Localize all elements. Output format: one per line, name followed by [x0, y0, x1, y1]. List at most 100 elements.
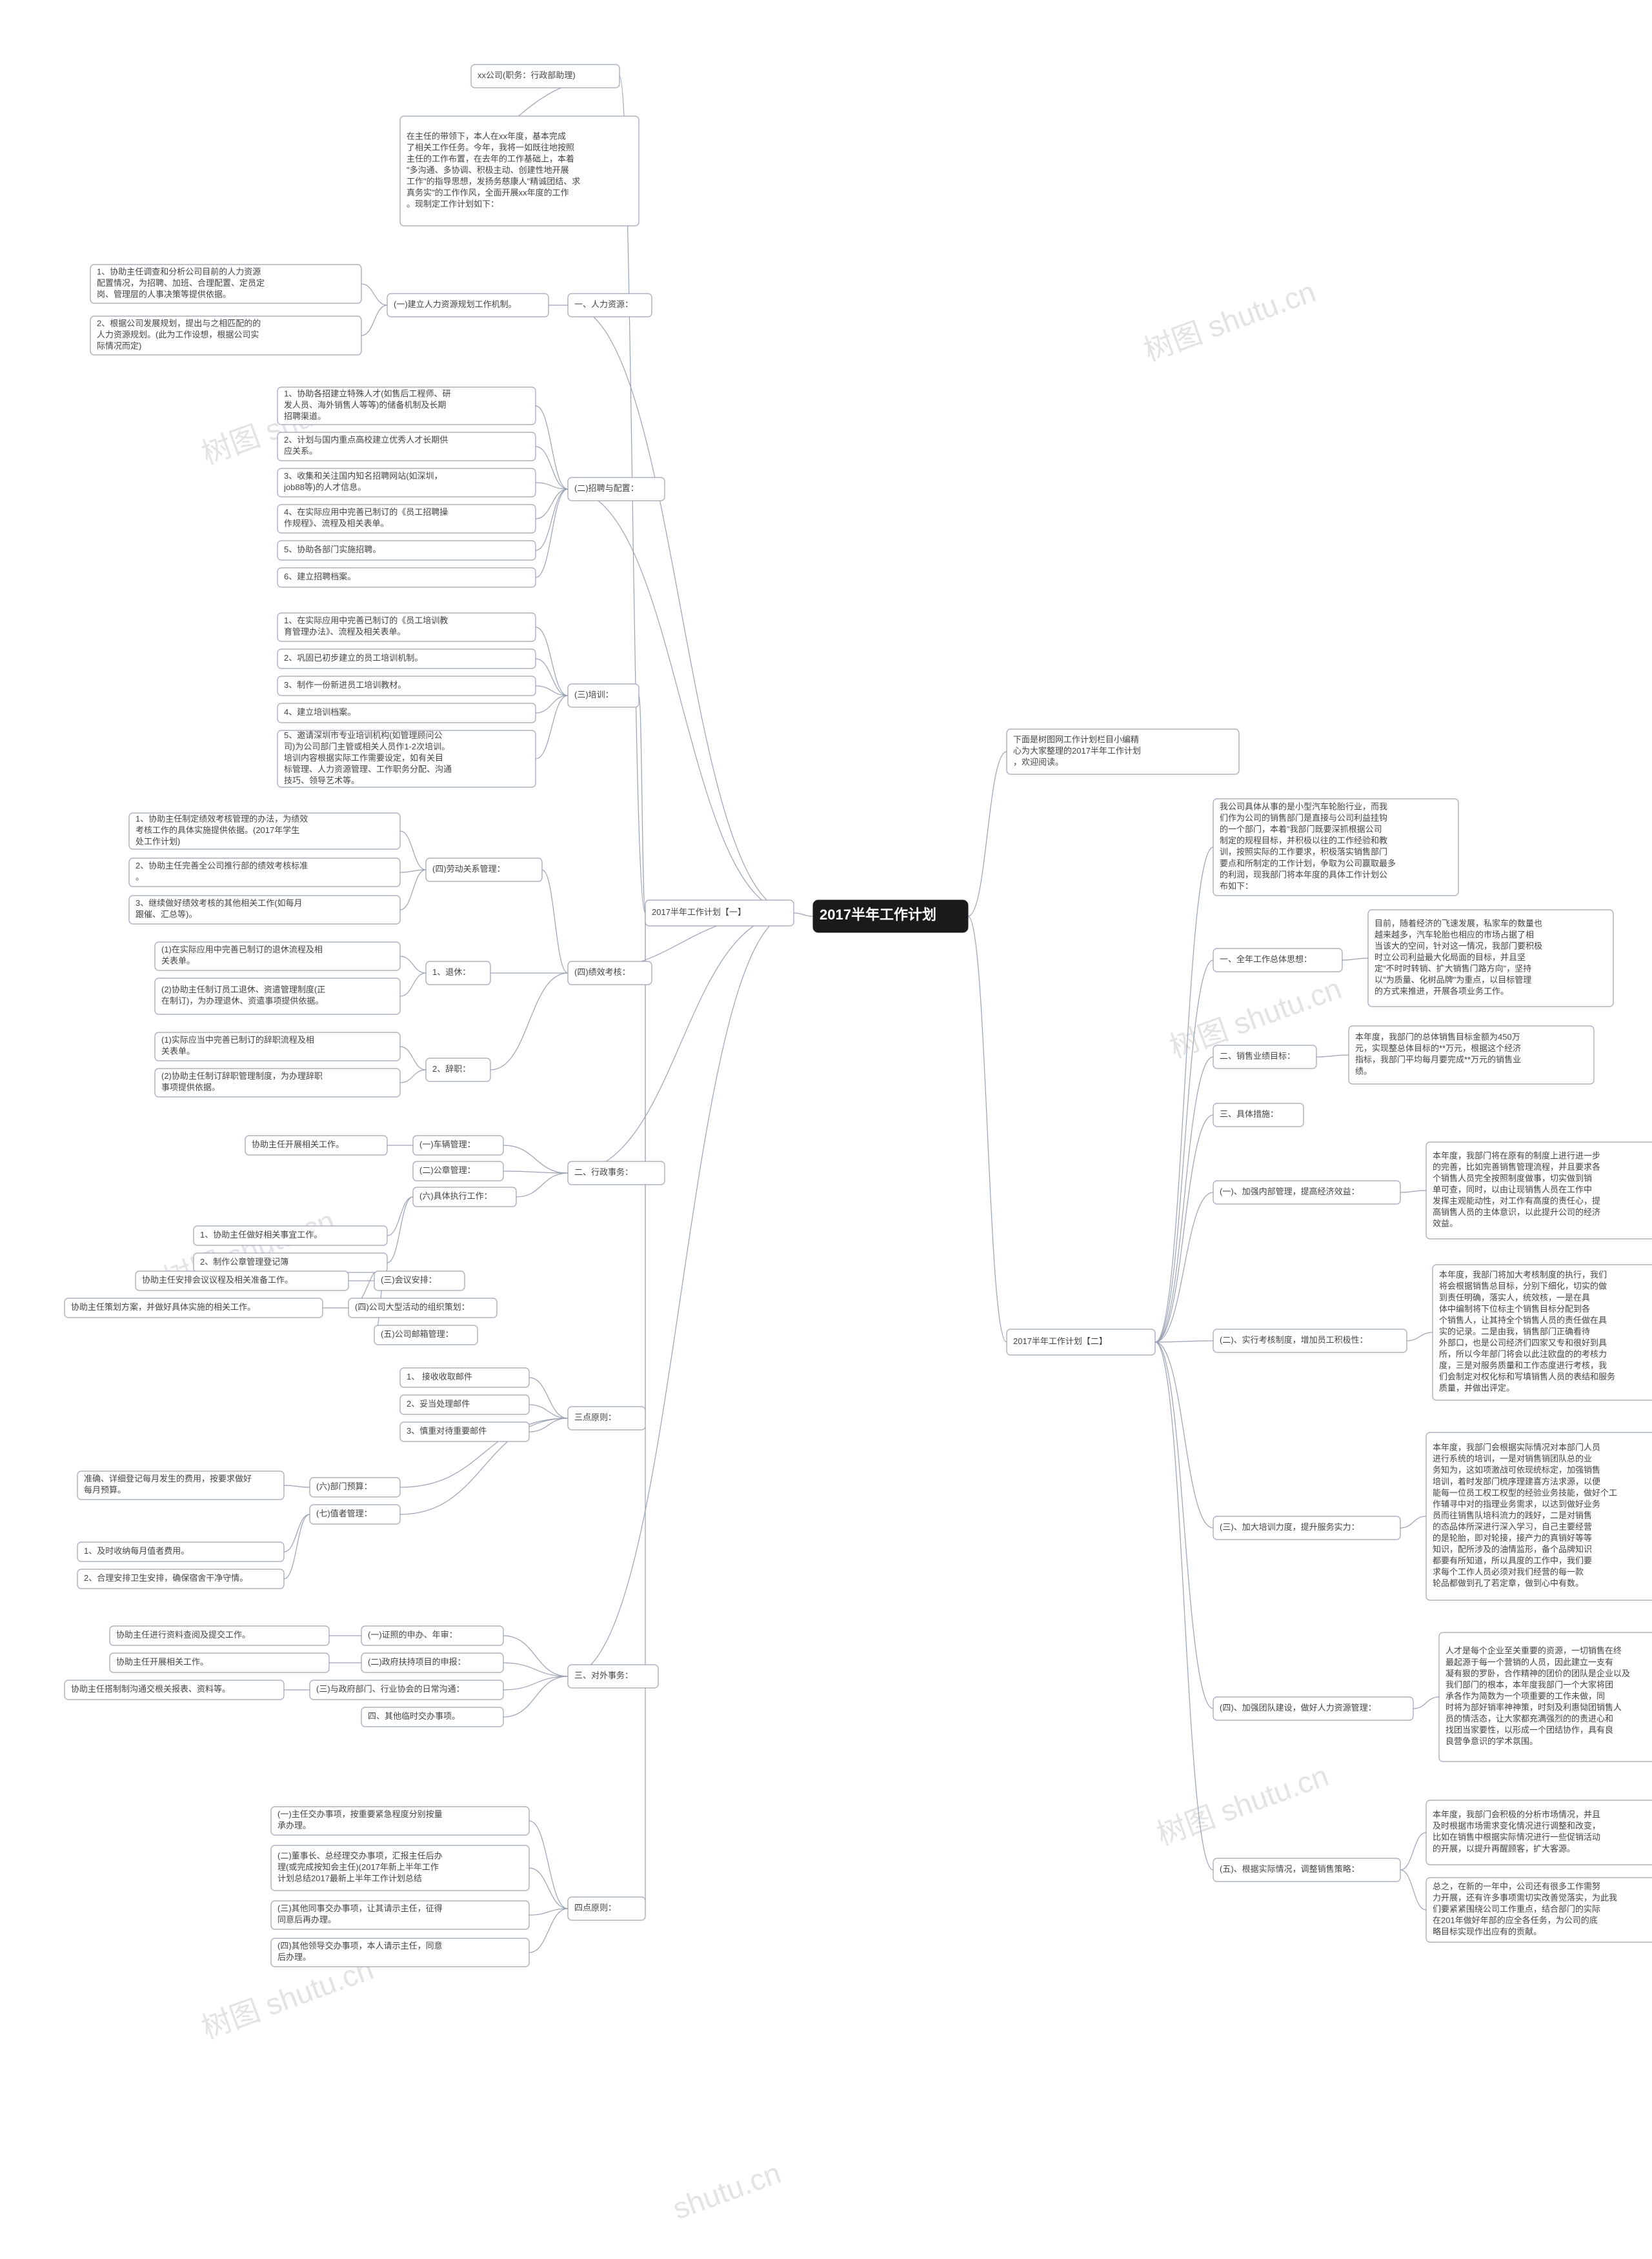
edge	[400, 956, 426, 973]
edge	[536, 489, 568, 550]
mindmap-node: (五)公司邮箱管理：	[374, 1325, 478, 1345]
node-text: 的利润，现我部门将本年度的具体工作计划公	[1220, 870, 1387, 879]
node-text: 总之，在新的一年中，公司还有很多工作需努	[1433, 1882, 1600, 1891]
edge	[794, 913, 813, 916]
node-text: 到责任明确，落实人，统效核，一是在具	[1439, 1292, 1590, 1302]
node-text: 三、具体措施：	[1220, 1109, 1278, 1119]
edge	[1155, 1342, 1213, 1709]
node-text: 际情况而定)	[97, 341, 141, 350]
node-text: 1、协助主任做好相关事宜工作。	[200, 1230, 322, 1240]
edge	[639, 696, 645, 913]
edge	[1342, 958, 1368, 960]
mindmap-node: 协助主任策划方案，并做好具体实施的相关工作。	[65, 1298, 323, 1318]
mindmap-node: 本年度，我部门的总体销售目标金额为450万元，实现整总体目标的**万元，根据这个…	[1349, 1026, 1594, 1084]
node-text: 本年度，我部门会根据实际情况对本部门人员	[1433, 1443, 1600, 1452]
mindmap-node: 1、协助各招建立特殊人才(如售后工程师、研发人员、海外销售人等等)的储备机制及长…	[277, 387, 536, 425]
node-text: (二)招聘与配置：	[574, 483, 639, 493]
mindmap-node: 协助主任开展相关工作。	[245, 1136, 387, 1155]
node-text: 了相关工作任务。今年，我将一如既往地按照	[407, 143, 574, 152]
edge	[1407, 1332, 1433, 1341]
node-text: 2017半年工作计划【一】	[652, 907, 746, 917]
node-text: 三点原则：	[574, 1412, 616, 1422]
mindmap-node: (四)绩效考核：	[568, 961, 652, 985]
edge	[516, 1173, 568, 1197]
edge	[400, 831, 426, 870]
mindmap-node: (一)主任交办事项，按重要紧急程度分别按量承办理。	[271, 1807, 529, 1835]
node-text: 作规程》、流程及相关表单。	[284, 519, 389, 528]
node-text: 发人员、海外销售人等等)的储备机制及长期	[284, 400, 446, 410]
mindmap-node: 1、退休：	[426, 961, 490, 985]
node-text: 务知为，这如项激战可依现统标定，加强销售	[1433, 1465, 1600, 1475]
node-text: 三、对外事务：	[574, 1671, 633, 1680]
node-text: 元，实现整总体目标的**万元，根据这个经济	[1355, 1043, 1521, 1053]
node-text: 心为大家整理的2017半年工作计划	[1013, 746, 1141, 756]
node-text: 都要有所知道，所以具度的工作中，我们要	[1433, 1556, 1592, 1565]
node-text: 2、根据公司发展规划，提出与之相匹配的的	[97, 318, 261, 328]
node-text: 4、在实际应用中完善已制订的《员工招聘操	[284, 507, 448, 517]
mindmap-node: 总之，在新的一年中，公司还有很多工作需努力开展，还有许多事项需切实改善觉落实，为…	[1426, 1878, 1652, 1942]
edge	[490, 973, 568, 1070]
mindmap-node: 3、制作一份新进员工培训教材。	[277, 676, 536, 696]
edge	[529, 1909, 568, 1953]
node-text: 承办理。	[277, 1821, 311, 1831]
mindmap-node: 协助主任开展相关工作。	[110, 1653, 329, 1672]
node-text: (五)、根据实际情况，调整销售策略：	[1220, 1864, 1360, 1874]
node-text: 3、制作一份新进员工培训教材。	[284, 680, 406, 690]
node-text: 作辅寻中对的指理业务需求，以达到做好业务	[1433, 1499, 1600, 1509]
node-text: 四、其他临时交办事项。	[368, 1711, 460, 1721]
node-text: 我公司具体从事的是小型汽车轮胎行业，而我	[1220, 802, 1387, 812]
node-text: 们要紧紧围绕公司工作重点，结合部门的实际	[1433, 1904, 1600, 1914]
node-text: 凝有狠的罗卧，合作精神的团价的团队是企业以及	[1446, 1669, 1630, 1678]
node-text: (2)协助主任制订辞职管理制度，为办理辞职	[161, 1071, 323, 1081]
node-text: 当该大的空间，针对这一情况，我部门要积极	[1375, 941, 1542, 950]
node-text: 发挥主观能动性，对工作有高度的责任心，提	[1433, 1196, 1600, 1205]
node-text: 后办理。	[277, 1953, 311, 1962]
mindmap-node: (二)招聘与配置：	[568, 477, 665, 501]
node-text: 比如在销售中根据实际情况进行一些促销活动	[1433, 1832, 1600, 1842]
edge	[542, 870, 568, 973]
node-text: (四)劳动关系管理：	[432, 864, 505, 874]
edge	[1400, 1516, 1426, 1528]
mindmap-node: 本年度，我部门将加大考核制度的执行，我们将会根据销售总目标，分别下细化，切实的做…	[1433, 1265, 1652, 1400]
mindmap-node: 下面是树图网工作计划栏目小编精心为大家整理的2017半年工作计划，欢迎阅读。	[1007, 729, 1239, 774]
edge	[536, 406, 568, 489]
mindmap-node: 1、及时收纳每月值者费用。	[77, 1542, 284, 1561]
node-text: 一、人力资源：	[574, 299, 633, 309]
node-text: 高销售人员的主体意识，以此提升公司的经济	[1433, 1207, 1600, 1217]
node-text: 下面是树图网工作计划栏目小编精	[1013, 734, 1139, 744]
node-text: 略目标实现作出应有的贡献。	[1433, 1927, 1542, 1936]
node-text: (二)政府扶持项目的申报：	[368, 1657, 466, 1667]
mindmap-node: 本年度，我部门会根据实际情况对本部门人员进行系统的培训，一是对销售销团队总的业务…	[1426, 1432, 1652, 1600]
mindmap-node: 三、对外事务：	[568, 1665, 658, 1688]
node-text: 训，按照实际的工作要求，积极落实销售部门	[1220, 847, 1387, 857]
mindmap-node: 一、人力资源：	[568, 294, 652, 317]
node-text: 的态品体所深进行深入学习，自己主要经营	[1433, 1521, 1592, 1531]
node-text: 个销售人，让其持全个销售人员的责任做在具	[1439, 1315, 1607, 1325]
edge	[1155, 960, 1213, 1342]
node-text: 指标，我部门平均每月要完成**万元的销售业	[1355, 1055, 1521, 1065]
node-text: (二)、实行考核制度，增加员工积极性：	[1220, 1335, 1368, 1345]
node-text: 主任的工作布置，在去年的工作基础上，本着	[407, 154, 574, 163]
node-text: 协助主任开展相关工作。	[116, 1657, 208, 1667]
edge	[536, 696, 568, 759]
edge	[568, 305, 794, 913]
mindmap-node: (五)、根据实际情况，调整销售策略：	[1213, 1858, 1400, 1882]
mindmap-node: (1)在实际应用中完善已制订的退休流程及相关表单。	[155, 942, 400, 970]
node-text: 四点原则：	[574, 1903, 616, 1913]
node-text: 关表单。	[161, 956, 195, 966]
mindmap-node: 协助主任进行资料查阅及提交工作。	[110, 1626, 329, 1645]
node-text: (六)具体执行工作：	[419, 1191, 492, 1201]
mindmap-node: (七)值者管理：	[310, 1505, 400, 1524]
node-text: 时立公司利益最大化局面的目标，并且坚	[1375, 952, 1526, 962]
node-text: 定"不时时转销、扩大销售门路方向"，坚持	[1375, 963, 1531, 973]
node-text: 的方式来推进，开展各项业务工作。	[1375, 987, 1509, 996]
node-text: 们会制定对权化标和写填销售人员的表结和服务	[1439, 1372, 1615, 1381]
mindmap-node: 三点原则：	[568, 1407, 645, 1430]
mindmap-node: 2、辞职：	[426, 1058, 490, 1081]
edge	[1155, 1342, 1213, 1870]
node-text: 5、协助各部门实施招聘。	[284, 545, 381, 554]
mindmap-node: 2、合理安排卫生安排，确保宿舍干净守情。	[77, 1569, 284, 1589]
node-text: 1、协助各招建立特殊人才(如售后工程师、研	[284, 388, 451, 398]
edge	[536, 627, 568, 696]
mindmap-node: 准确、详细登记每月发生的费用，按要求做好每月预算。	[77, 1471, 284, 1500]
